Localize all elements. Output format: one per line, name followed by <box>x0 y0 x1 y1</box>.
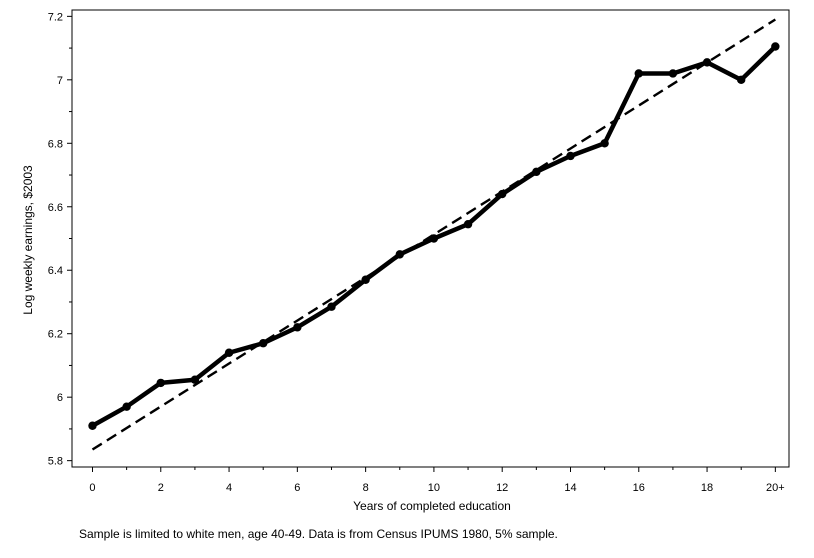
x-tick-label: 8 <box>363 482 369 494</box>
x-tick-label: 10 <box>428 482 440 494</box>
y-tick-label: 6.6 <box>48 202 63 214</box>
y-tick-label: 5.8 <box>48 456 63 468</box>
linear-fit-line <box>91 18 776 451</box>
y-axis-label: Log weekly earnings, $2003 <box>21 165 35 315</box>
data-point <box>668 69 678 78</box>
data-point <box>498 189 507 199</box>
x-tick-label: 18 <box>701 482 713 494</box>
data-point <box>122 402 131 411</box>
data-point <box>702 58 712 67</box>
x-tick-label: 20+ <box>766 482 785 494</box>
x-tick-label: 16 <box>633 482 645 494</box>
y-tick-label: 6.4 <box>48 265 63 277</box>
data-point <box>293 323 302 332</box>
x-axis-ticks: 0 2 4 6 8 10 12 14 16 18 20+ <box>89 467 785 494</box>
y-tick-label: 6.8 <box>48 138 63 150</box>
data-point <box>327 302 336 311</box>
data-point <box>395 250 404 259</box>
data-point <box>463 220 473 229</box>
data-point <box>566 151 575 161</box>
data-point <box>737 75 746 85</box>
x-tick-label: 14 <box>564 482 576 494</box>
x-tick-label: 6 <box>294 482 300 494</box>
y-axis-ticks: 5.8 6 6.2 6.4 6.6 6.8 7 7.2 <box>48 11 72 468</box>
x-axis-label: Years of completed education <box>353 499 511 513</box>
data-point <box>429 234 439 243</box>
x-tick-label: 0 <box>89 482 95 494</box>
data-point <box>634 69 643 78</box>
data-point <box>771 42 780 51</box>
data-point <box>532 167 541 177</box>
data-point <box>88 421 97 430</box>
sample-note: Sample is limited to white men, age 40-4… <box>79 527 558 541</box>
data-point-markers <box>88 42 780 430</box>
data-point <box>259 339 268 348</box>
data-point <box>156 378 165 388</box>
x-tick-label: 2 <box>158 482 164 494</box>
data-point <box>600 139 609 148</box>
data-point <box>361 275 370 284</box>
y-tick-label: 6 <box>57 392 63 404</box>
x-tick-label: 4 <box>226 482 232 494</box>
y-tick-label: 7 <box>57 75 63 87</box>
y-tick-label: 6.2 <box>48 329 63 341</box>
data-point <box>190 375 200 384</box>
y-tick-label: 7.2 <box>48 11 63 23</box>
x-tick-label: 12 <box>496 482 508 494</box>
data-point <box>224 348 234 357</box>
